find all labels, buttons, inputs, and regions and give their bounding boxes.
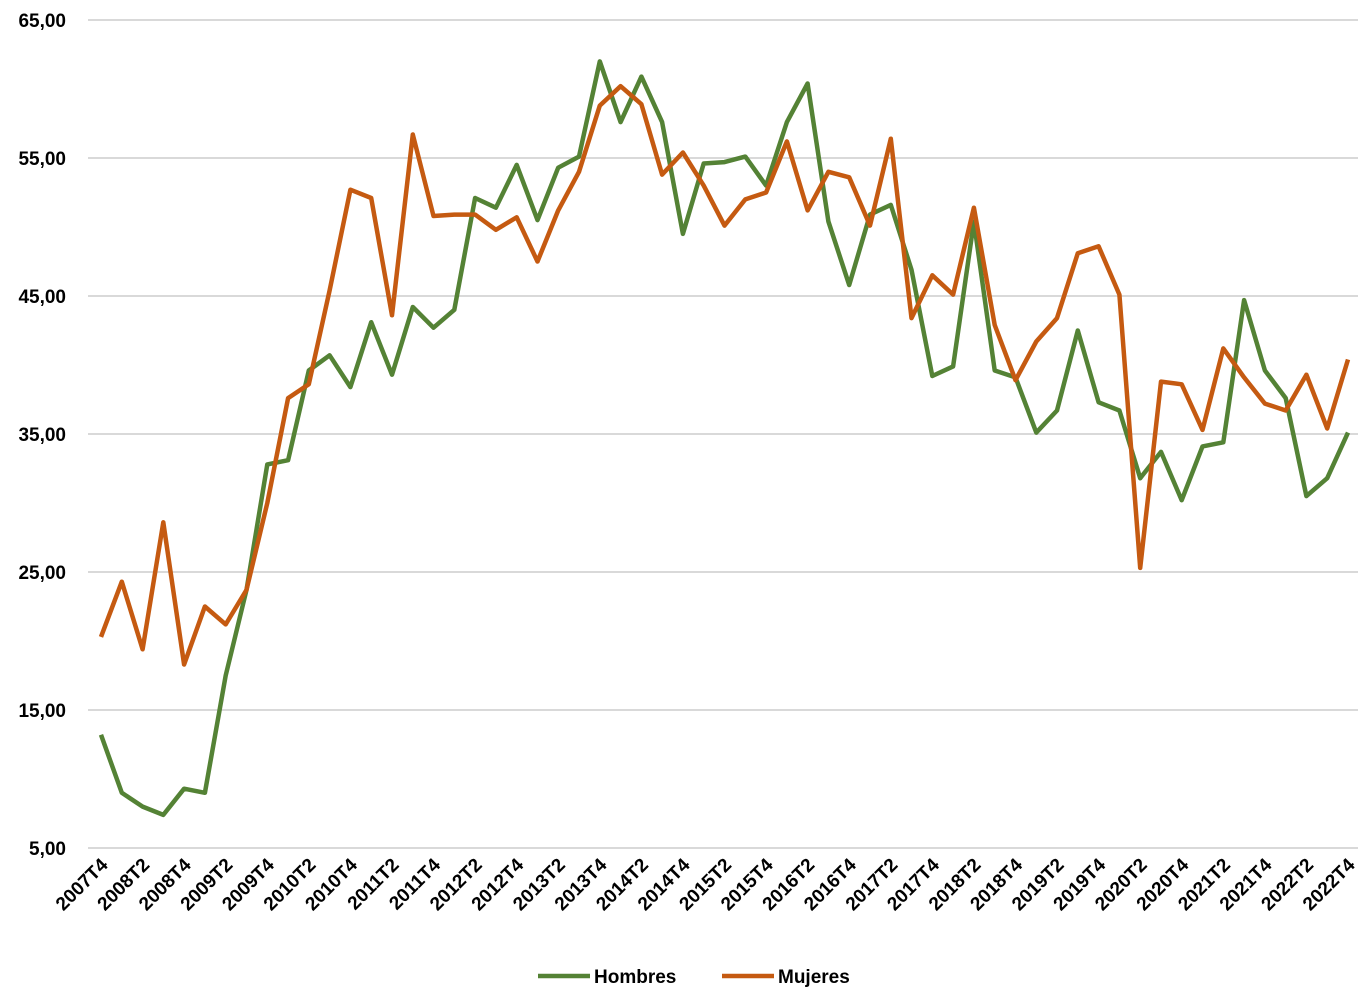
- legend-label: Hombres: [594, 967, 676, 988]
- line-series: [98, 83, 1351, 667]
- y-tick-label: 25,00: [18, 563, 66, 584]
- legend-label: Mujeres: [778, 967, 850, 988]
- line-series: [98, 59, 1351, 818]
- y-tick-label: 15,00: [18, 701, 66, 722]
- y-tick-label: 45,00: [18, 287, 66, 308]
- y-tick-label: 5,00: [29, 839, 66, 860]
- y-tick-label: 35,00: [18, 425, 66, 446]
- y-tick-label: 65,00: [18, 11, 66, 32]
- y-tick-label: 55,00: [18, 149, 66, 170]
